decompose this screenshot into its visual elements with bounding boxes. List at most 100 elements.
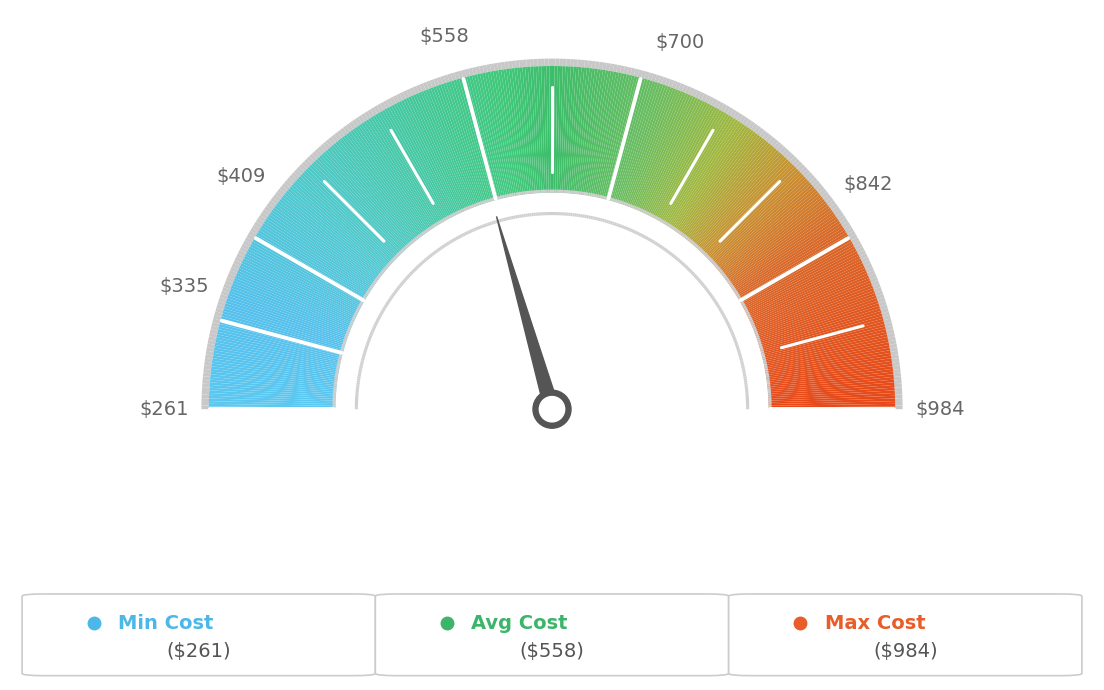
Wedge shape — [870, 277, 878, 283]
Wedge shape — [814, 183, 822, 190]
Wedge shape — [436, 221, 439, 225]
Wedge shape — [452, 81, 490, 202]
Wedge shape — [402, 280, 405, 284]
Wedge shape — [745, 310, 749, 313]
Wedge shape — [355, 395, 359, 397]
Wedge shape — [270, 197, 278, 204]
Wedge shape — [242, 244, 250, 250]
Wedge shape — [689, 143, 771, 242]
Wedge shape — [262, 209, 270, 216]
Wedge shape — [779, 146, 786, 154]
Wedge shape — [360, 302, 363, 305]
Text: Max Cost: Max Cost — [825, 613, 925, 633]
Wedge shape — [542, 212, 544, 215]
Wedge shape — [745, 397, 749, 399]
Wedge shape — [203, 373, 211, 377]
Wedge shape — [582, 215, 585, 218]
Wedge shape — [212, 319, 221, 324]
Wedge shape — [401, 100, 458, 215]
Wedge shape — [502, 195, 505, 199]
Wedge shape — [365, 344, 369, 347]
Wedge shape — [754, 331, 757, 334]
Wedge shape — [819, 188, 827, 196]
Wedge shape — [442, 245, 445, 248]
Wedge shape — [892, 365, 900, 370]
Wedge shape — [469, 75, 501, 199]
Wedge shape — [477, 74, 507, 198]
Wedge shape — [611, 221, 613, 225]
Wedge shape — [217, 301, 225, 306]
Wedge shape — [544, 59, 549, 66]
Wedge shape — [216, 337, 340, 365]
Wedge shape — [332, 395, 336, 398]
Wedge shape — [269, 212, 375, 286]
Wedge shape — [511, 193, 513, 197]
Wedge shape — [299, 164, 307, 172]
Wedge shape — [277, 201, 380, 279]
Wedge shape — [518, 192, 520, 195]
Wedge shape — [486, 64, 491, 72]
Wedge shape — [728, 280, 731, 284]
Wedge shape — [369, 286, 373, 289]
Wedge shape — [565, 67, 576, 193]
Wedge shape — [452, 239, 455, 242]
Wedge shape — [591, 72, 616, 197]
Wedge shape — [732, 335, 735, 338]
Wedge shape — [715, 304, 720, 307]
Wedge shape — [320, 144, 328, 152]
Wedge shape — [413, 86, 420, 95]
Wedge shape — [690, 145, 773, 244]
Wedge shape — [431, 225, 434, 229]
Wedge shape — [740, 239, 851, 304]
Wedge shape — [367, 290, 371, 293]
Wedge shape — [598, 62, 603, 70]
Wedge shape — [312, 151, 320, 159]
Wedge shape — [693, 274, 697, 278]
Wedge shape — [520, 68, 533, 194]
Wedge shape — [229, 293, 349, 337]
Wedge shape — [227, 295, 348, 339]
FancyBboxPatch shape — [375, 594, 729, 676]
Wedge shape — [399, 284, 403, 287]
Wedge shape — [248, 246, 361, 308]
Wedge shape — [315, 159, 404, 253]
Wedge shape — [720, 271, 724, 275]
Wedge shape — [612, 221, 615, 226]
Wedge shape — [268, 214, 374, 288]
Wedge shape — [211, 374, 337, 389]
Wedge shape — [714, 182, 811, 267]
Wedge shape — [336, 193, 768, 409]
Wedge shape — [418, 263, 422, 266]
Wedge shape — [541, 66, 546, 193]
Wedge shape — [669, 121, 741, 228]
Wedge shape — [210, 388, 336, 397]
Wedge shape — [379, 314, 382, 317]
Wedge shape — [698, 155, 785, 250]
Wedge shape — [358, 115, 365, 124]
Wedge shape — [634, 91, 683, 209]
Wedge shape — [881, 308, 889, 313]
Wedge shape — [507, 194, 509, 197]
Wedge shape — [485, 72, 511, 197]
Wedge shape — [744, 251, 858, 311]
Wedge shape — [831, 206, 840, 213]
Wedge shape — [757, 301, 879, 342]
Wedge shape — [541, 190, 543, 193]
Wedge shape — [668, 224, 671, 228]
Wedge shape — [604, 76, 637, 199]
Wedge shape — [697, 246, 701, 250]
Wedge shape — [803, 169, 810, 177]
Wedge shape — [400, 282, 404, 286]
Wedge shape — [762, 326, 885, 359]
Wedge shape — [363, 121, 435, 228]
Wedge shape — [765, 351, 891, 374]
Wedge shape — [725, 203, 828, 281]
Wedge shape — [243, 240, 252, 247]
Wedge shape — [599, 195, 602, 199]
Wedge shape — [301, 161, 309, 169]
Wedge shape — [729, 212, 835, 286]
Wedge shape — [668, 119, 739, 227]
Wedge shape — [332, 400, 336, 402]
Wedge shape — [675, 256, 678, 259]
Wedge shape — [545, 190, 548, 193]
